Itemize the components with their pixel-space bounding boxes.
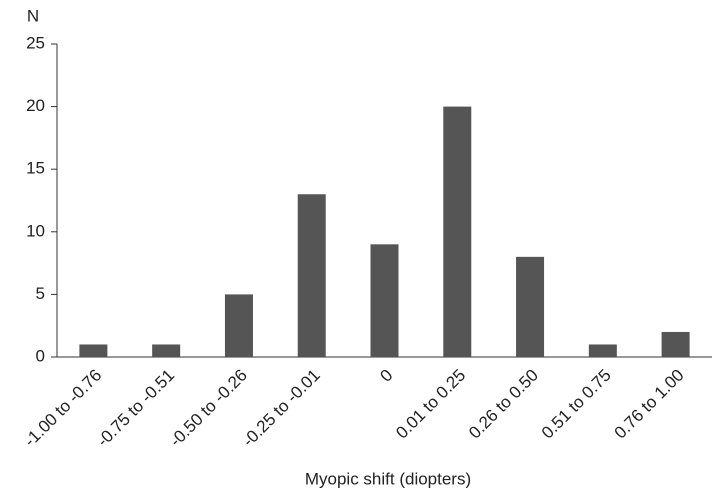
bar — [443, 106, 472, 357]
x-tick-label: 0.01 to 0.25 — [392, 366, 469, 443]
x-tick-label: 0.51 to 0.75 — [538, 366, 615, 443]
bar — [516, 256, 545, 357]
x-tick-label: 0.26 to 0.50 — [465, 366, 542, 443]
bar — [297, 194, 326, 357]
y-tick-label: 15 — [26, 159, 45, 178]
y-tick-label: 25 — [26, 33, 45, 52]
bar — [79, 344, 108, 357]
bar — [661, 331, 690, 357]
x-axis-label: Myopic shift (diopters) — [305, 469, 471, 488]
x-tick-label: 0 — [376, 366, 396, 386]
bar — [370, 244, 399, 357]
y-tick-label: 5 — [36, 284, 45, 303]
bar — [588, 344, 617, 357]
x-tick-label: 0.76 to 1.00 — [611, 366, 688, 443]
bar — [224, 294, 253, 357]
y-tick-label: 0 — [36, 346, 45, 365]
y-tick-label: 10 — [26, 221, 45, 240]
x-tick-label: -0.25 to -0.01 — [239, 366, 324, 451]
y-axis-label: N — [27, 6, 39, 25]
y-tick-label: 20 — [26, 96, 45, 115]
bar — [152, 344, 181, 357]
